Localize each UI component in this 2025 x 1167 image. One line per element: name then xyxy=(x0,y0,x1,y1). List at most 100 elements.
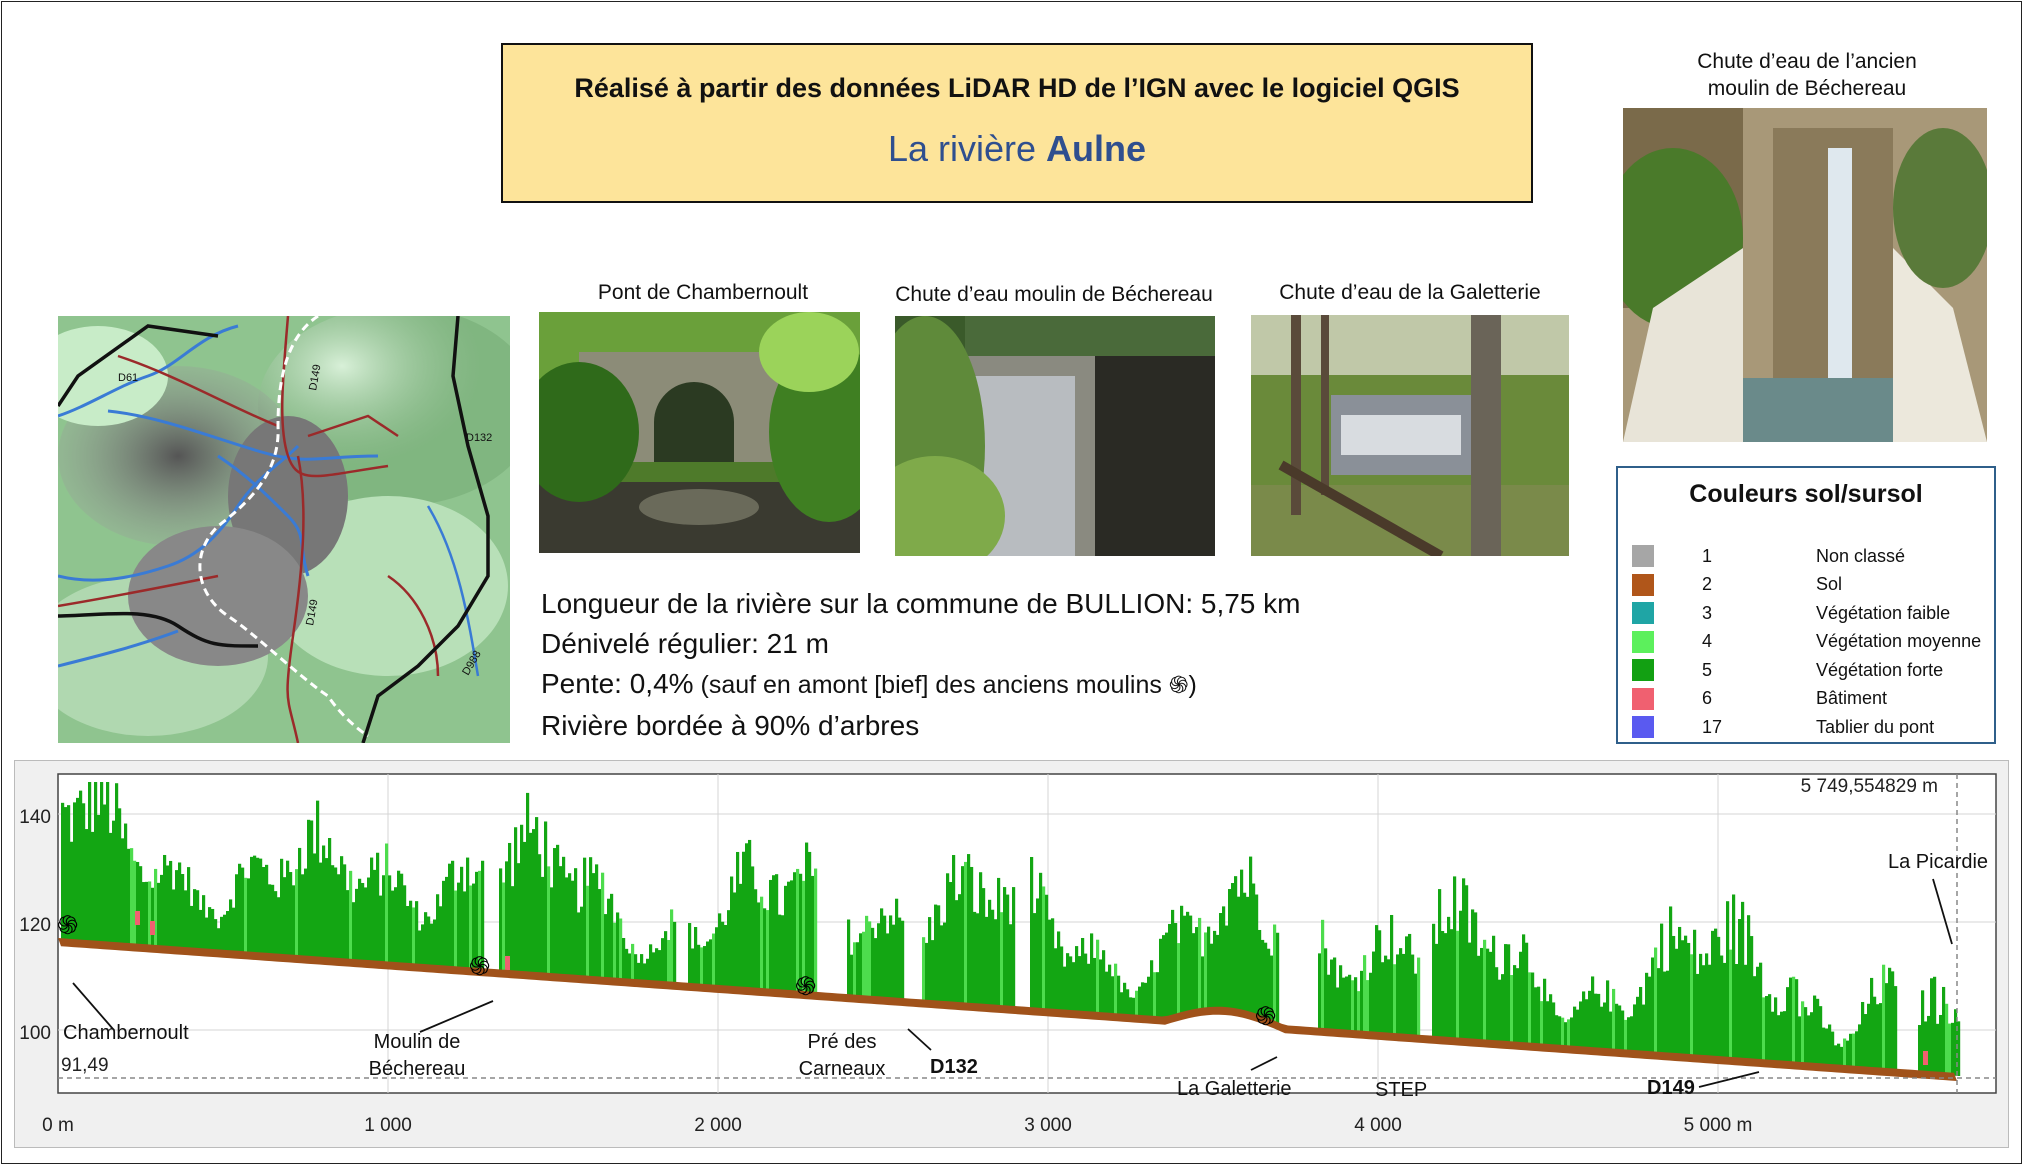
vegetation-column xyxy=(109,832,113,945)
vegetation-column xyxy=(199,909,203,952)
vegetation-column xyxy=(808,851,812,995)
vegetation-column xyxy=(1657,968,1661,1055)
stat-slope-note: (sauf en amont [bief] des anciens moulin… xyxy=(693,671,1169,699)
vegetation-column xyxy=(1696,973,1700,1058)
vegetation-column xyxy=(1090,933,1094,1015)
vegetation-column xyxy=(247,878,251,955)
y-tick-140: 140 xyxy=(19,807,51,828)
vegetation-column xyxy=(529,832,533,975)
vegetation-column xyxy=(1051,918,1055,1012)
vegetation-column xyxy=(1126,989,1130,1017)
vegetation-column xyxy=(1705,953,1709,1059)
vegetation-column xyxy=(1537,986,1541,1047)
vegetation-column xyxy=(1468,942,1472,1042)
vegetation-column xyxy=(511,886,515,974)
vegetation-column xyxy=(1732,894,1736,1061)
vegetation-column xyxy=(1843,1038,1847,1068)
vegetation-column xyxy=(580,906,584,979)
vegetation-column xyxy=(1267,948,1271,1021)
vegetation-column xyxy=(343,864,347,962)
vegetation-column xyxy=(790,880,794,994)
vegetation-column xyxy=(400,873,404,966)
vegetation-column xyxy=(1693,929,1697,1058)
vegetation-column xyxy=(130,848,134,947)
vegetation-column xyxy=(625,948,629,982)
title-river: La rivière Aulne xyxy=(503,128,1531,170)
vegetation-column xyxy=(115,783,119,946)
vegetation-column xyxy=(1135,990,1139,1018)
vegetation-column xyxy=(430,923,434,968)
vegetation-column xyxy=(1270,955,1274,1022)
vegetation-column xyxy=(1162,935,1166,1020)
mill-markers: ֍ ֍ ֍ ֍ xyxy=(57,911,1276,1032)
vegetation-column xyxy=(886,933,890,1000)
vegetation-column xyxy=(1213,930,1217,1010)
vegetation-column xyxy=(1447,916,1451,1040)
vegetation-column xyxy=(958,894,962,1005)
vegetation-column xyxy=(1459,910,1463,1041)
vegetation-column xyxy=(409,900,413,966)
vegetation-column xyxy=(1645,972,1649,1054)
vegetation-column xyxy=(526,792,530,975)
vegetation-column xyxy=(256,857,260,956)
vegetation-column xyxy=(379,895,383,964)
vegetation-column xyxy=(472,883,476,971)
vegetation-column xyxy=(1384,955,1388,1036)
vegetation-column xyxy=(616,912,620,981)
vegetation-column xyxy=(1642,1004,1646,1054)
vegetation-column xyxy=(757,902,761,991)
vegetation-column xyxy=(1798,1016,1802,1065)
legend-label: Sol xyxy=(1816,574,1843,594)
vegetation-column xyxy=(1519,951,1523,1045)
vegetation-column xyxy=(286,860,290,958)
vegetation-column xyxy=(1711,930,1715,1059)
vegetation-column xyxy=(670,909,674,985)
vegetation-column xyxy=(1108,964,1112,1016)
ground-profile xyxy=(58,938,1957,1081)
vegetation-column xyxy=(1339,965,1343,1033)
vegetation-column xyxy=(1360,970,1364,1034)
vegetation-column xyxy=(1531,972,1535,1046)
vegetation-column xyxy=(1117,975,1121,1017)
caption-ancien-line2: moulin de Béchereau xyxy=(1707,77,1907,100)
vegetation-column xyxy=(1228,889,1232,1011)
vegetation-column xyxy=(499,868,503,973)
vegetation-column xyxy=(463,891,467,970)
vegetation-column xyxy=(259,858,263,956)
vegetation-column xyxy=(1261,939,1265,1019)
vegetation-column xyxy=(112,820,116,945)
map-label-d149-south: D149 xyxy=(304,599,320,627)
vegetation-column xyxy=(1945,1003,1949,1076)
vegetation-column xyxy=(1507,944,1511,1045)
vegetation-column xyxy=(142,882,146,947)
vegetation-column xyxy=(1792,976,1796,1065)
vegetation-column xyxy=(1111,976,1115,1016)
vegetation-column xyxy=(1816,998,1820,1066)
stat-length: Longueur de la rivière sur la commune de… xyxy=(541,588,1301,619)
vegetation-column xyxy=(1543,978,1547,1047)
vegetation-column xyxy=(622,937,626,982)
vegetation-column xyxy=(1138,986,1142,1018)
vegetation-column xyxy=(628,953,632,982)
vegetation-column xyxy=(955,900,959,1005)
vegetation-column xyxy=(1813,995,1817,1066)
vegetation-column xyxy=(1591,976,1595,1050)
vegetation-column xyxy=(469,885,473,971)
vegetation-column xyxy=(1219,913,1223,1010)
vegetation-column xyxy=(1702,965,1706,1058)
vegetation-column xyxy=(1201,956,1205,1011)
vegetation-column xyxy=(310,820,314,959)
vegetation-column xyxy=(88,782,92,944)
vegetation-column xyxy=(301,874,305,959)
vegetation-column xyxy=(1669,906,1673,1056)
vegetation-column xyxy=(766,910,770,992)
vegetation-column xyxy=(1873,996,1877,1071)
vegetation-column xyxy=(1876,1004,1880,1071)
vegetation-column xyxy=(1042,886,1046,1011)
vegetation-column xyxy=(304,868,308,959)
vegetation-column xyxy=(1456,930,1460,1041)
vegetation-column xyxy=(1672,935,1676,1056)
vegetation-column xyxy=(1618,1005,1622,1052)
vegetation-column xyxy=(64,807,68,942)
vegetation-column xyxy=(1609,1011,1613,1052)
